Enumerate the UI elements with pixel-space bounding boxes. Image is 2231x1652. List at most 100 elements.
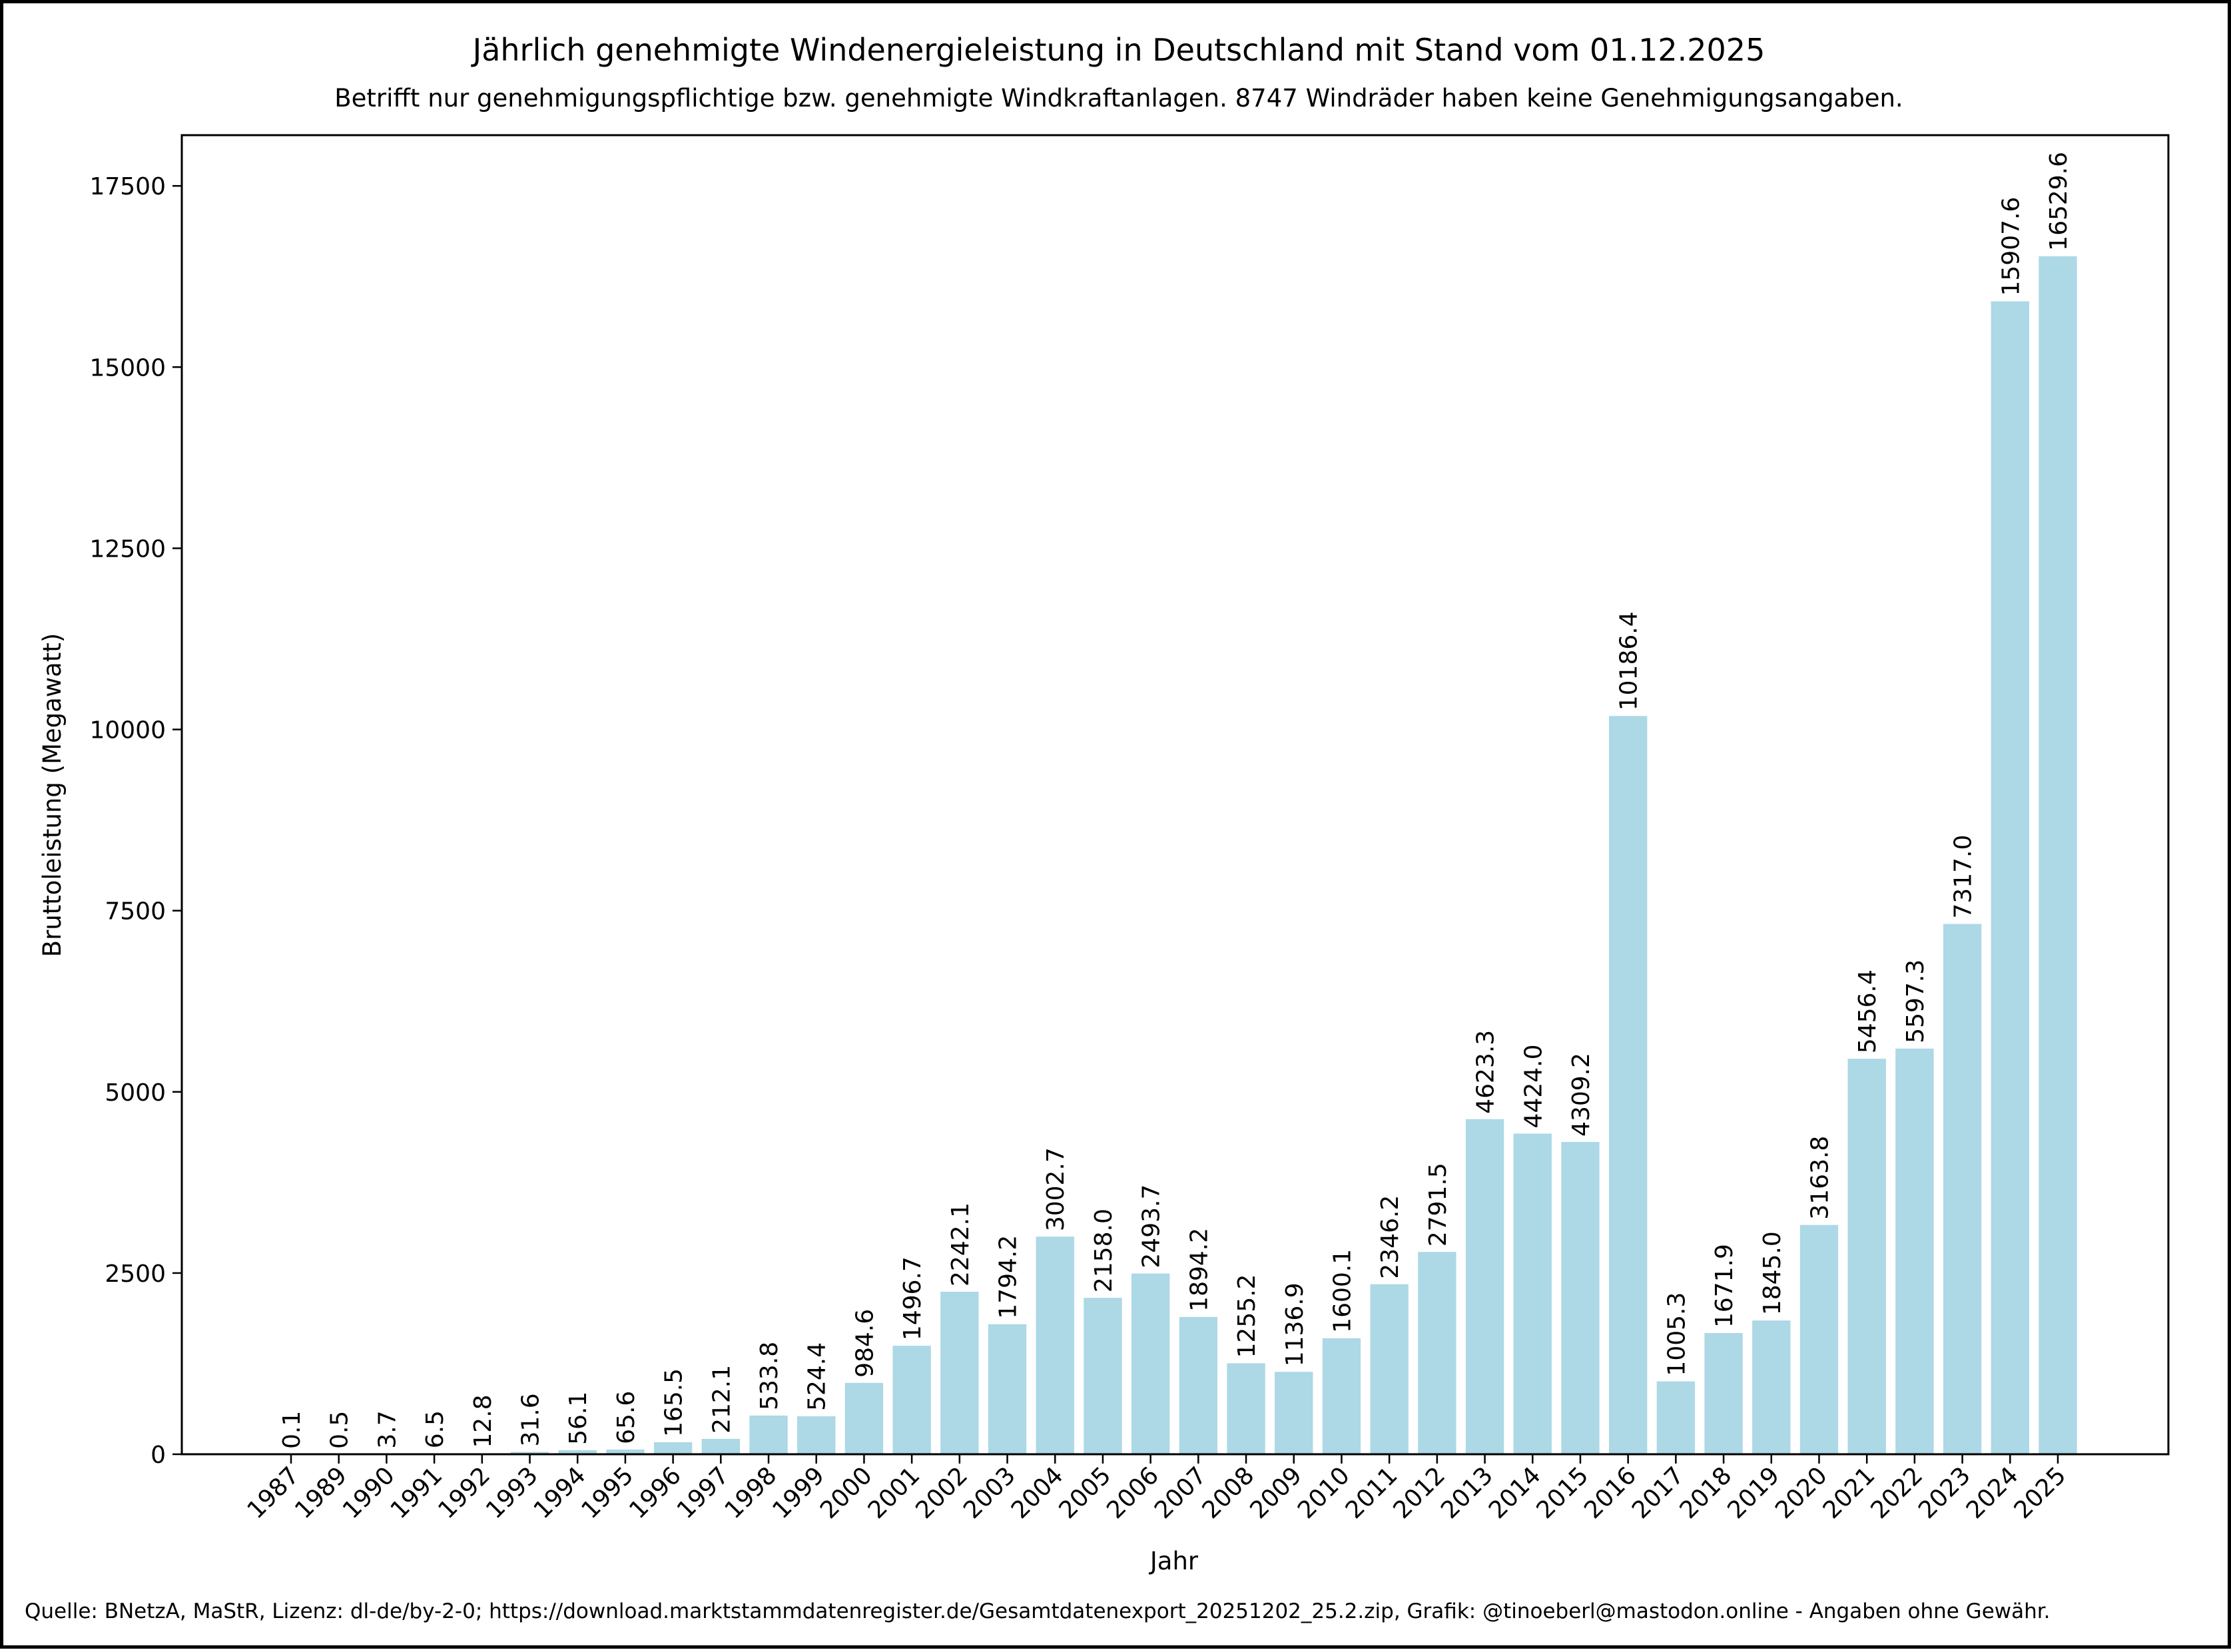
x-tick-label: 2024 <box>1961 1462 2024 1524</box>
bar-value-label: 3.7 <box>374 1410 401 1448</box>
bar-2007 <box>1179 1317 1217 1454</box>
y-tick-label: 7500 <box>105 898 166 926</box>
x-tick-label: 2013 <box>1436 1462 1498 1524</box>
x-tick-label: 1996 <box>624 1462 687 1524</box>
bar-value-label: 6.5 <box>422 1410 449 1448</box>
bar-2001 <box>892 1346 930 1454</box>
x-tick-label: 2000 <box>815 1462 878 1524</box>
bar-2015 <box>1561 1142 1599 1454</box>
x-tick-label: 2005 <box>1054 1462 1117 1524</box>
bar-2024 <box>1991 302 2029 1454</box>
bar-value-label: 4309.2 <box>1568 1053 1595 1137</box>
x-tick-label: 1995 <box>577 1462 639 1524</box>
bar-value-label: 524.4 <box>804 1342 831 1411</box>
source-footer: Quelle: BNetzA, MaStR, Lizenz: dl-de/by-… <box>25 1599 2051 1623</box>
bar-value-label: 31.6 <box>517 1393 545 1446</box>
x-tick-label: 2017 <box>1627 1462 1690 1524</box>
bar-value-label: 5456.4 <box>1854 969 1881 1053</box>
bar-chart: Jährlich genehmigte Windenergieleistung … <box>3 3 2231 1652</box>
bar-value-label: 1496.7 <box>899 1256 926 1340</box>
bar-2006 <box>1131 1274 1169 1454</box>
x-tick-label: 2006 <box>1102 1462 1164 1524</box>
bar-1999 <box>797 1416 835 1454</box>
x-tick-label: 2011 <box>1341 1462 1403 1524</box>
bar-2019 <box>1752 1320 1790 1454</box>
x-tick-label: 2001 <box>863 1462 926 1524</box>
x-tick-label: 2012 <box>1388 1462 1450 1524</box>
y-tick-label: 12500 <box>89 535 166 563</box>
bar-2021 <box>1848 1059 1886 1454</box>
bar-value-label: 15907.6 <box>1997 197 2025 296</box>
bar-value-label: 65.6 <box>613 1391 640 1444</box>
x-tick-label: 1997 <box>672 1462 735 1524</box>
bar-2018 <box>1704 1333 1742 1454</box>
bar-value-label: 0.5 <box>326 1411 354 1449</box>
x-tick-label: 1993 <box>481 1462 543 1524</box>
y-tick-label: 15000 <box>89 354 166 382</box>
bar-value-label: 2493.7 <box>1138 1185 1165 1268</box>
bar-value-label: 165.5 <box>661 1368 688 1437</box>
x-axis-label: Jahr <box>1149 1547 1199 1575</box>
bar-value-label: 16529.6 <box>2045 152 2072 251</box>
x-tick-label: 2015 <box>1532 1462 1594 1524</box>
x-tick-label: 2025 <box>2009 1462 2072 1524</box>
bar-value-label: 212.1 <box>708 1365 735 1434</box>
x-tick-label: 2016 <box>1579 1462 1642 1524</box>
bar-value-label: 12.8 <box>470 1394 497 1448</box>
x-tick-label: 1987 <box>242 1462 305 1524</box>
bar-value-label: 5597.3 <box>1902 960 1929 1043</box>
x-tick-label: 2007 <box>1149 1462 1212 1524</box>
bar-2009 <box>1275 1372 1313 1454</box>
bar-value-label: 2791.5 <box>1425 1163 1452 1246</box>
y-tick-label: 0 <box>151 1442 166 1469</box>
x-axis: 1987198919901991199219931994199519961997… <box>242 1454 2072 1524</box>
bar-value-label: 56.1 <box>565 1392 592 1445</box>
bar-value-label: 4623.3 <box>1472 1030 1500 1114</box>
bar-value-label: 2242.1 <box>947 1203 974 1286</box>
x-tick-label: 1992 <box>433 1462 495 1524</box>
bar-2003 <box>988 1324 1026 1454</box>
bar-value-label: 2158.0 <box>1090 1209 1117 1292</box>
bars-group <box>272 256 2076 1454</box>
x-tick-label: 1990 <box>338 1462 400 1524</box>
x-tick-label: 2021 <box>1818 1462 1881 1524</box>
bar-value-label: 1671.9 <box>1711 1244 1738 1328</box>
y-tick-label: 10000 <box>89 717 166 744</box>
x-tick-label: 2003 <box>958 1462 1021 1524</box>
bar-2014 <box>1514 1133 1552 1454</box>
bar-2000 <box>845 1383 883 1454</box>
x-tick-label: 2014 <box>1484 1462 1546 1524</box>
bar-value-label: 984.6 <box>851 1309 878 1378</box>
bar-1997 <box>702 1439 740 1454</box>
bar-value-label: 1005.3 <box>1663 1292 1690 1376</box>
x-tick-label: 2009 <box>1245 1462 1307 1524</box>
bar-value-label: 4424.0 <box>1520 1044 1547 1128</box>
bar-value-label: 1845.0 <box>1759 1231 1786 1315</box>
x-tick-label: 1989 <box>290 1462 352 1524</box>
x-tick-label: 2022 <box>1865 1462 1928 1524</box>
x-tick-label: 2023 <box>1913 1462 1976 1524</box>
x-tick-label: 2018 <box>1675 1462 1738 1524</box>
chart-title: Jährlich genehmigte Windenergieleistung … <box>471 32 1765 68</box>
x-tick-label: 2019 <box>1722 1462 1785 1524</box>
bar-value-label: 2346.2 <box>1377 1195 1404 1279</box>
bar-1998 <box>749 1416 787 1454</box>
x-tick-label: 1998 <box>720 1462 783 1524</box>
x-tick-label: 2020 <box>1770 1462 1833 1524</box>
bar-2005 <box>1084 1298 1121 1454</box>
x-tick-label: 2008 <box>1197 1462 1260 1524</box>
y-tick-label: 5000 <box>105 1079 166 1107</box>
bar-value-label: 1894.2 <box>1185 1228 1213 1312</box>
x-tick-label: 1999 <box>767 1462 830 1524</box>
bar-value-label: 3002.7 <box>1042 1147 1070 1231</box>
bar-2012 <box>1418 1252 1456 1454</box>
x-tick-label: 2002 <box>910 1462 973 1524</box>
bar-2020 <box>1800 1225 1838 1454</box>
y-axis-label: Bruttoleistung (Megawatt) <box>38 633 67 958</box>
bar-1996 <box>654 1442 692 1454</box>
bar-value-label: 1255.2 <box>1233 1274 1261 1358</box>
bar-2002 <box>940 1292 978 1454</box>
bar-2010 <box>1323 1338 1361 1454</box>
